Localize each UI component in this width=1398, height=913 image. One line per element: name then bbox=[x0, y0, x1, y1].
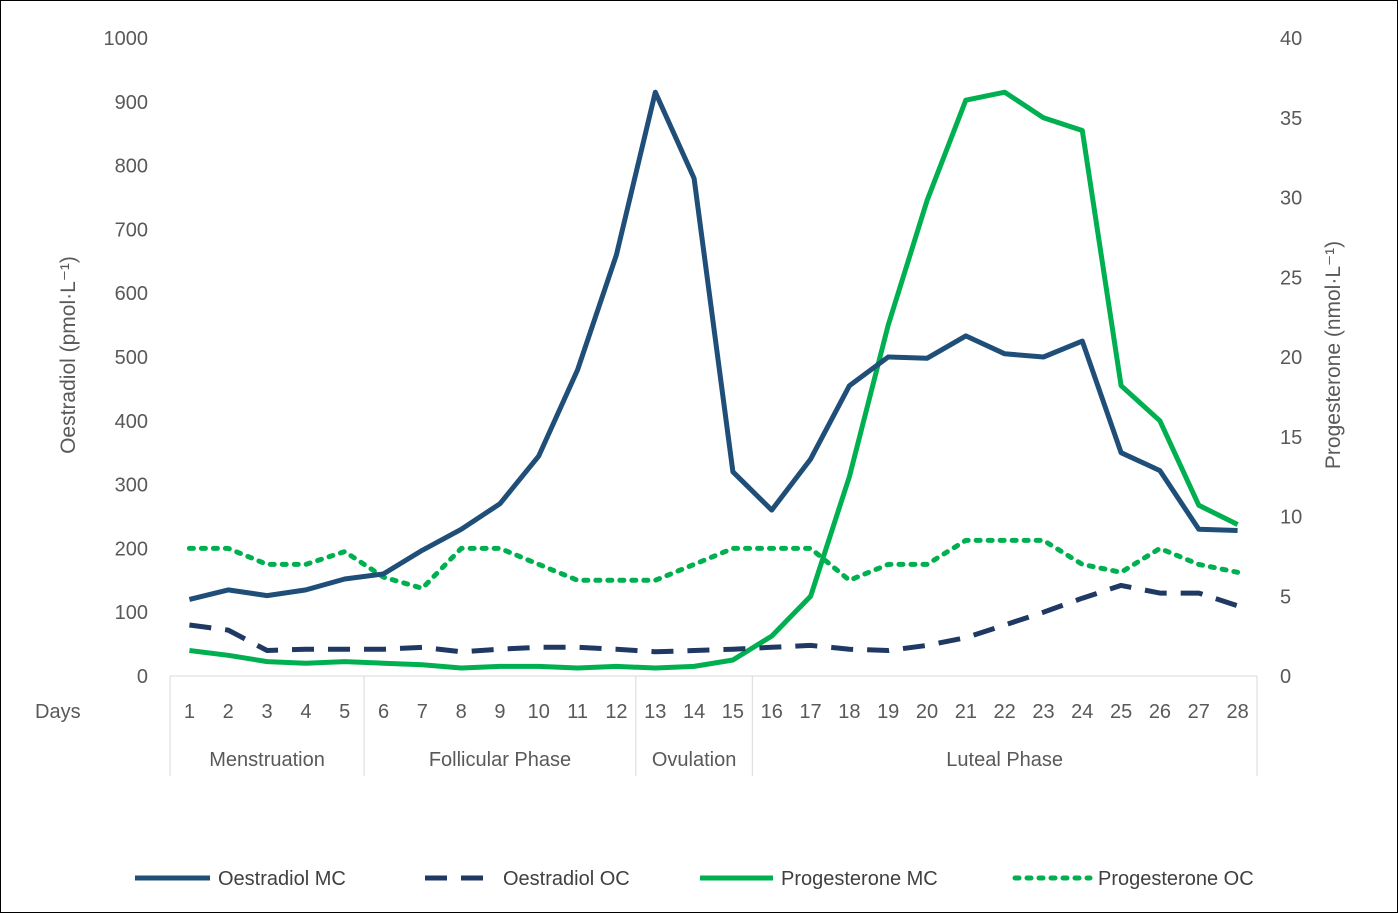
x-tick-label: 10 bbox=[528, 701, 550, 723]
right-tick-label: 0 bbox=[1280, 666, 1291, 688]
x-tick-label: 11 bbox=[567, 701, 588, 723]
right-tick-label: 10 bbox=[1280, 507, 1302, 529]
left-tick-label: 900 bbox=[115, 92, 148, 114]
x-tick-label: 6 bbox=[378, 701, 389, 723]
legend-label: Oestradiol OC bbox=[503, 868, 630, 890]
series-line-oestradiol-mc bbox=[188, 89, 1238, 602]
phase-label: Ovulation bbox=[652, 749, 737, 771]
phase-label: Luteal Phase bbox=[946, 749, 1063, 771]
series-group bbox=[186, 89, 1241, 671]
x-tick-label: 25 bbox=[1110, 701, 1132, 723]
x-axis: 1 2 3 4 5 6 7 8 9 10 11 12 13 14 15 16 17 18 19 20 21 22 23 24 2… bbox=[169, 675, 1258, 776]
right-axis-ticks: 0 5 10 15 20 25 30 35 40 bbox=[1280, 28, 1302, 688]
left-tick-label: 600 bbox=[115, 283, 148, 305]
x-tick-label: 4 bbox=[300, 701, 311, 723]
x-tick-label: 21 bbox=[955, 701, 977, 723]
right-tick-label: 25 bbox=[1280, 267, 1302, 289]
legend-label: Progesterone MC bbox=[781, 868, 938, 890]
x-tick-label: 24 bbox=[1071, 701, 1093, 723]
phase-label: Follicular Phase bbox=[429, 749, 571, 771]
left-tick-label: 500 bbox=[115, 347, 148, 369]
legend-label: Oestradiol MC bbox=[218, 868, 346, 890]
x-tick-label: 27 bbox=[1188, 701, 1210, 723]
x-tick-label: 18 bbox=[838, 701, 860, 723]
right-tick-label: 20 bbox=[1280, 347, 1302, 369]
right-axis-title: Progesterone (nmol·L⁻¹) bbox=[1322, 241, 1345, 469]
x-tick-label: 17 bbox=[799, 701, 821, 723]
left-axis-ticks: 0 100 200 300 400 500 600 700 800 900 1000 bbox=[104, 28, 149, 688]
left-tick-label: 700 bbox=[115, 219, 148, 241]
left-axis-title: Oestradiol (pmol·L⁻¹) bbox=[57, 256, 80, 454]
x-tick-label: 16 bbox=[761, 701, 783, 723]
x-tick-label: 5 bbox=[339, 701, 350, 723]
x-tick-label: 1 bbox=[184, 701, 195, 723]
left-tick-label: 0 bbox=[137, 666, 148, 688]
series-line-progesterone-oc bbox=[186, 537, 1241, 591]
x-tick-label: 7 bbox=[417, 701, 428, 723]
x-tick-label: 15 bbox=[722, 701, 744, 723]
x-tick-label: 13 bbox=[644, 701, 666, 723]
legend: Oestradiol MC Oestradiol OC Progesterone M… bbox=[135, 868, 1254, 890]
right-tick-label: 15 bbox=[1280, 427, 1302, 449]
phase-label: Menstruation bbox=[209, 749, 325, 771]
left-tick-label: 300 bbox=[115, 475, 148, 497]
right-tick-label: 5 bbox=[1280, 586, 1291, 608]
x-tick-label: 22 bbox=[994, 701, 1016, 723]
left-tick-label: 1000 bbox=[104, 28, 149, 50]
x-tick-label: 26 bbox=[1149, 701, 1171, 723]
legend-label: Progesterone OC bbox=[1098, 868, 1254, 890]
left-tick-label: 200 bbox=[115, 538, 148, 560]
right-tick-label: 40 bbox=[1280, 28, 1302, 50]
x-tick-label: 14 bbox=[683, 701, 705, 723]
left-tick-label: 400 bbox=[115, 411, 148, 433]
right-tick-label: 30 bbox=[1280, 188, 1302, 210]
x-axis-title: Days bbox=[35, 701, 81, 723]
series-line-progesterone-mc bbox=[189, 89, 1239, 671]
x-tick-label: 9 bbox=[494, 701, 505, 723]
left-tick-label: 100 bbox=[115, 602, 148, 624]
series-line-oestradiol-oc bbox=[189, 582, 1239, 655]
left-tick-label: 800 bbox=[115, 156, 148, 178]
x-tick-label: 2 bbox=[223, 701, 234, 723]
x-tick-label: 12 bbox=[605, 701, 627, 723]
x-tick-label: 20 bbox=[916, 701, 938, 723]
right-tick-label: 35 bbox=[1280, 108, 1302, 130]
x-tick-label: 8 bbox=[456, 701, 467, 723]
x-tick-label: 19 bbox=[877, 701, 899, 723]
x-tick-label: 23 bbox=[1032, 701, 1054, 723]
x-tick-label: 3 bbox=[261, 701, 272, 723]
x-tick-label: 28 bbox=[1226, 701, 1248, 723]
